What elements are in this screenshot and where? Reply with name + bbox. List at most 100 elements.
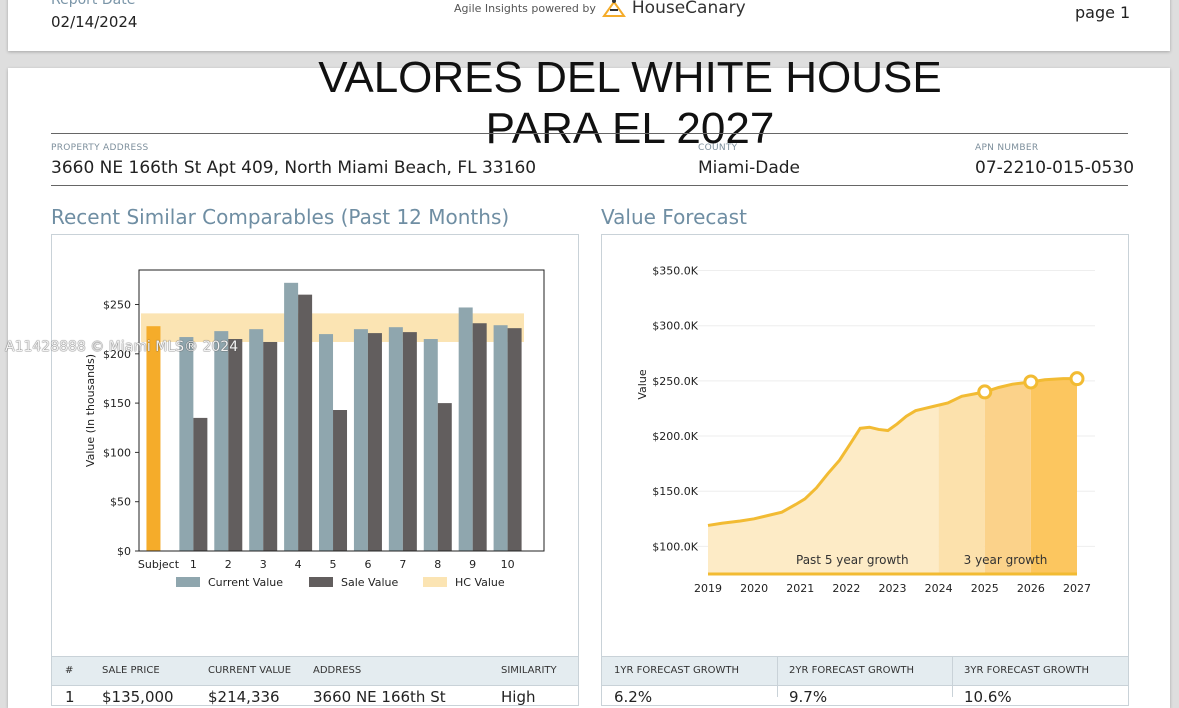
bar-current-value [423,339,438,551]
previous-page [8,0,1170,51]
col-3yr-growth: 3YR FORECAST GROWTH [964,665,1090,676]
x-tick-label: 2023 [879,582,907,595]
column-divider [777,657,778,697]
y-tick-label: $250 [103,299,131,312]
col-2yr-growth: 2YR FORECAST GROWTH [789,665,915,676]
bar-sale-value [333,410,348,551]
report-date: 02/14/2024 [51,13,138,31]
property-address: 3660 NE 166th St Apt 409, North Miami Be… [51,158,537,178]
x-tick-label: Subject [138,558,180,571]
column-divider [952,657,953,697]
powered-by-text: Agile Insights powered by [454,1,596,15]
bar-sale-value [263,341,278,551]
county-value: Miami-Dade [698,158,800,178]
county-label: COUNTY [698,143,738,153]
brand-name: HouseCanary [631,0,746,18]
x-tick-label: 2019 [694,582,722,595]
x-tick-label: 2026 [1017,582,1045,595]
brand-header: Agile Insights powered by HouseCanary [454,0,746,18]
legend-label: Current Value [208,576,283,589]
bar-sale-value [472,323,487,551]
growth-1yr: 6.2% [614,688,653,706]
x-tick-label: 4 [295,558,302,571]
bar-current-value [319,334,334,551]
x-tick-label: 5 [330,558,337,571]
apn-value: 07-2210-015-0530 [975,158,1135,178]
y-tick-label: $100 [103,446,131,459]
x-tick-label: 7 [399,558,406,571]
y-tick-label: $250.0K [652,375,698,388]
forecast-point [977,384,993,400]
property-address-label: PROPERTY ADDRESS [51,143,149,153]
forecast-point [1069,371,1085,387]
comparables-table-header: # SALE PRICE CURRENT VALUE ADDRESS SIMIL… [52,656,578,686]
y-tick-label: $150.0K [652,485,698,498]
bar-subject [146,326,161,551]
annotation-forecast-growth: 3 year growth [964,553,1048,567]
col-similarity: SIMILARITY [501,665,557,676]
growth-2yr: 9.7% [789,688,828,706]
bar-current-value [353,329,368,551]
col-address: ADDRESS [313,665,362,676]
x-tick-label: 2020 [740,582,768,595]
row-number: 1 [65,688,75,706]
value-forecast-chart: $100.0K $150.0K $200.0K $250.0K $300.0K $350.… [636,265,1095,595]
overlay-title-line-2: PARA EL 2027 [485,104,775,153]
col-sale-price: SALE PRICE [102,665,160,676]
row-address: 3660 NE 166th St [313,688,446,706]
col-1yr-growth: 1YR FORECAST GROWTH [614,665,740,676]
growth-3yr: 10.6% [964,688,1012,706]
bar-current-value [284,282,299,551]
bar-current-value [214,331,229,551]
x-tick-label: 6 [364,558,371,571]
comparables-bar-chart: $0 $50 $100 $150 $200 $250 Value (In thousands… [84,269,545,589]
x-tick-label: 2024 [925,582,953,595]
y-tick-label: $300.0K [652,320,698,333]
page-number: page 1 [1075,3,1131,22]
value-forecast-section-title: Value Forecast [601,205,747,229]
bar-current-value [179,337,194,551]
overlay-title-line-1: VALORES DEL WHITE HOUSE [318,53,942,102]
y-axis-label: Value (In thousands) [84,354,97,467]
x-tick-label: 8 [434,558,441,571]
y-tick-label: $50 [110,496,131,509]
y-tick-label: $350.0K [652,265,698,278]
col-current-value: CURRENT VALUE [208,665,292,676]
forecast-panel: $100.0K $150.0K $200.0K $250.0K $300.0K $350.… [601,234,1129,706]
forecast-area-year-2 [984,381,1031,574]
y-tick-label: $200 [103,348,131,361]
comparables-panel: $0 $50 $100 $150 $200 $250 Value (In thousands… [51,234,579,706]
mls-watermark: A11428888 © Miami MLS® 2024 [5,339,239,355]
y-tick-label: $150 [103,397,131,410]
forecast-point [1023,374,1039,390]
x-tick-label: 9 [469,558,476,571]
x-tick-label: 2021 [786,582,814,595]
legend-label: HC Value [455,576,505,589]
forecast-table-header: 1YR FORECAST GROWTH 2YR FORECAST GROWTH … [602,656,1128,697]
x-tick-label: 2027 [1063,582,1091,595]
x-tick-label: 2022 [832,582,860,595]
row-current-value: $214,336 [208,688,280,706]
comparables-section-title: Recent Similar Comparables (Past 12 Mont… [51,205,510,229]
table-row[interactable]: 1 $135,000 $214,336 3660 NE 166th St Hig… [52,685,578,706]
row-sale-price: $135,000 [102,688,174,706]
x-tick-label: 1 [190,558,197,571]
value-line [707,377,1077,527]
y-tick-label: $200.0K [652,430,698,443]
legend-swatch [309,577,333,587]
x-tick-label: 2 [225,558,232,571]
bar-sale-value [228,339,243,551]
bar-current-value [388,327,403,551]
apn-label: APN NUMBER [975,143,1039,153]
table-row[interactable]: 6.2% 9.7% 10.6% [602,685,1128,706]
forecast-area-year-1 [938,391,985,574]
bar-sale-value [193,417,208,551]
bar-sale-value [437,403,452,551]
bar-sale-value [298,294,313,551]
y-tick-label: $100.0K [652,540,698,553]
bar-sale-value [402,332,417,551]
past-growth-area [708,405,939,574]
report-date-label: Report Date [51,0,136,8]
col-number: # [65,665,74,676]
housecanary-logo-icon [601,0,626,17]
